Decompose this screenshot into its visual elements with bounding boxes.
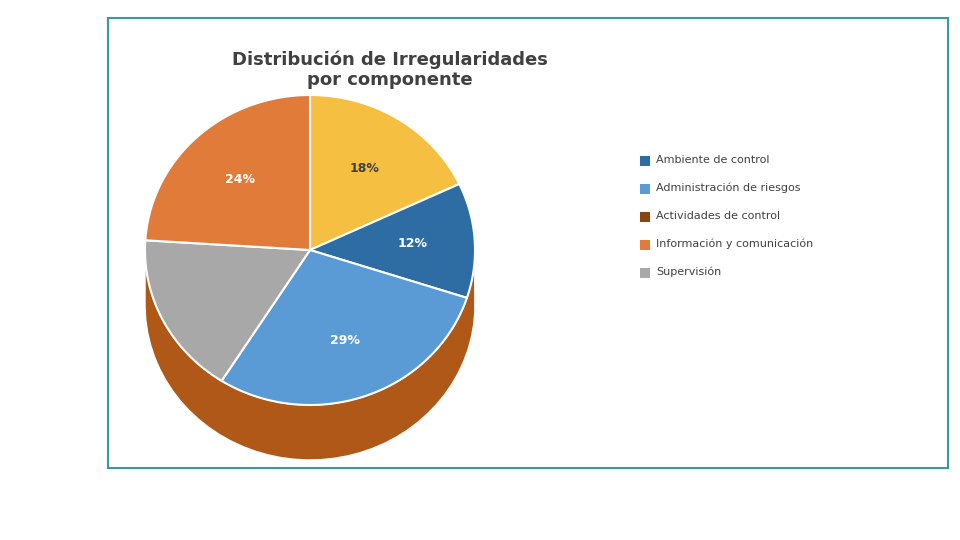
Bar <box>640 212 650 222</box>
Bar <box>640 268 650 278</box>
Polygon shape <box>310 250 467 353</box>
Text: 18%: 18% <box>349 163 380 176</box>
Text: Ambiente de control: Ambiente de control <box>656 155 770 165</box>
Polygon shape <box>145 95 310 250</box>
Bar <box>640 240 650 250</box>
Text: 29%: 29% <box>329 334 360 347</box>
Text: Administración de riesgos: Administración de riesgos <box>656 183 801 193</box>
Polygon shape <box>310 95 459 250</box>
Text: Supervisión: Supervisión <box>656 267 721 277</box>
Text: 12%: 12% <box>397 238 427 251</box>
Polygon shape <box>310 250 467 353</box>
Polygon shape <box>146 263 474 460</box>
FancyBboxPatch shape <box>108 18 948 468</box>
Text: Actividades de control: Actividades de control <box>656 211 780 221</box>
Polygon shape <box>145 253 467 460</box>
Polygon shape <box>222 252 475 460</box>
Polygon shape <box>222 250 467 405</box>
Text: Información y comunicación: Información y comunicación <box>656 239 813 249</box>
Bar <box>640 156 650 166</box>
Text: por componente: por componente <box>307 71 473 89</box>
Polygon shape <box>145 240 310 381</box>
Polygon shape <box>310 184 475 298</box>
Text: 24%: 24% <box>225 173 255 186</box>
Polygon shape <box>145 252 475 436</box>
Bar <box>640 184 650 194</box>
Text: Distribución de Irregularidades: Distribución de Irregularidades <box>232 51 548 69</box>
Polygon shape <box>222 250 310 436</box>
Polygon shape <box>145 253 475 460</box>
Polygon shape <box>222 250 310 436</box>
